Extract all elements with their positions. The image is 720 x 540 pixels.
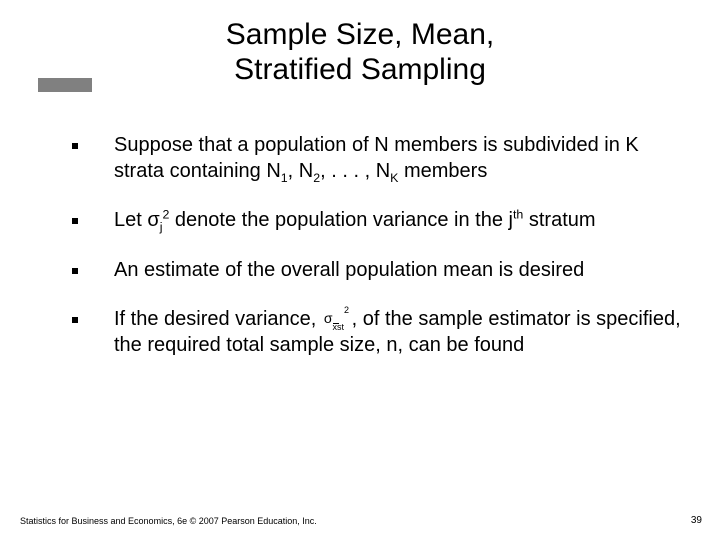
title-block: Sample Size, Mean, Stratified Sampling xyxy=(0,0,720,87)
bullet-item-1: Suppose that a population of N members i… xyxy=(72,133,684,184)
bullet-item-2: Let σj2 denote the population variance i… xyxy=(72,208,684,234)
bullet-marker xyxy=(72,143,78,149)
slide-title: Sample Size, Mean, Stratified Sampling xyxy=(0,18,720,87)
title-line-1: Sample Size, Mean, xyxy=(226,18,494,51)
accent-bar xyxy=(38,78,92,92)
variance-formula: σ2xst xyxy=(322,310,346,330)
bullet-text-4: If the desired variance, σ2xst , of the … xyxy=(114,307,684,358)
bullet-text-1: Suppose that a population of N members i… xyxy=(114,133,684,184)
bullet-marker xyxy=(72,218,78,224)
bullet-list: Suppose that a population of N members i… xyxy=(0,133,720,359)
bullet-text-2: Let σj2 denote the population variance i… xyxy=(114,208,596,234)
footer-citation: Statistics for Business and Economics, 6… xyxy=(20,516,317,526)
bullet-item-3: An estimate of the overall population me… xyxy=(72,258,684,284)
page-number: 39 xyxy=(691,515,702,526)
title-line-2: Stratified Sampling xyxy=(234,53,486,86)
bullet-marker xyxy=(72,268,78,274)
bullet-text-3: An estimate of the overall population me… xyxy=(114,258,584,284)
bullet-item-4: If the desired variance, σ2xst , of the … xyxy=(72,307,684,358)
bullet-marker xyxy=(72,317,78,323)
